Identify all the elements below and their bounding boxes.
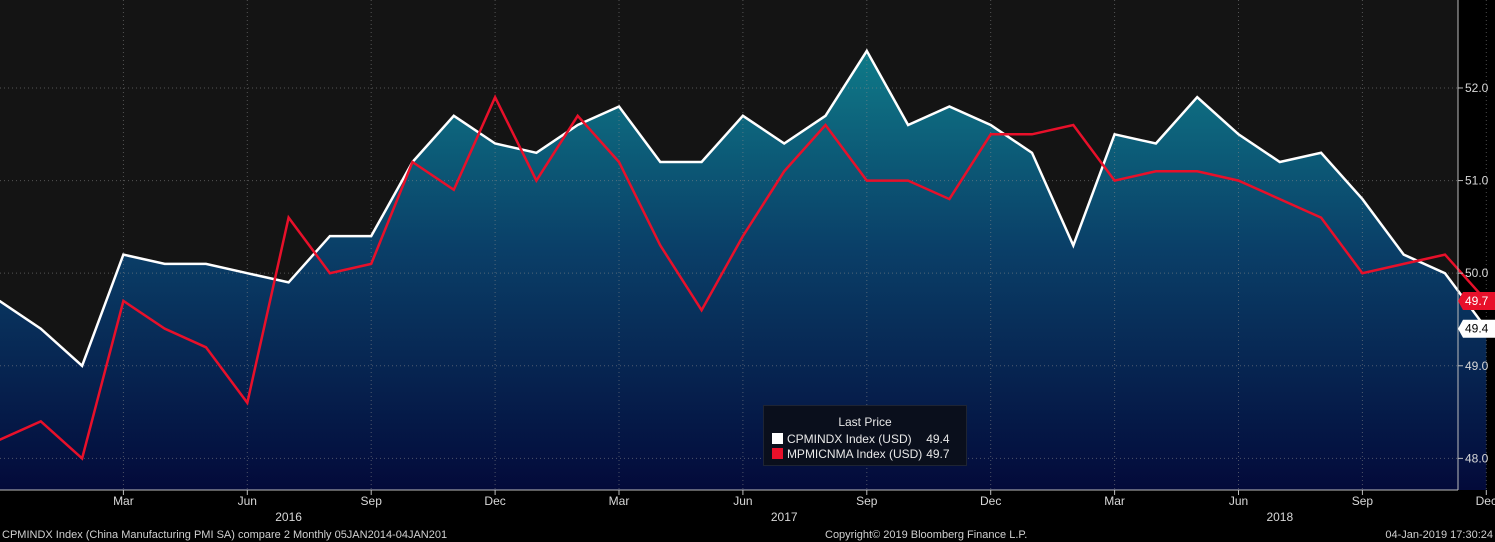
x-tick-label: Dec [484,494,505,508]
mpmicnma-line [0,94,1488,461]
x-year-label: 2017 [771,510,798,524]
x-year-label: 2016 [275,510,302,524]
legend-entry-mpmicnma: MPMICNMA Index (USD) 49.7 [764,446,966,461]
legend-entry-cpmindx: CPMINDX Index (USD) 49.4 [764,431,966,446]
x-tick-label: Sep [856,494,878,508]
grid-overlay [0,0,1487,490]
legend-swatch-red [772,448,783,459]
x-tick-label: Jun [1229,494,1248,508]
tag-shape [1458,291,1495,310]
x-tick-label: Mar [609,494,630,508]
y-tick-label: 48.0 [1465,451,1489,465]
legend-entry-value: 49.4 [926,431,950,446]
footer-security-description: CPMINDX Index (China Manufacturing PMI S… [2,529,448,541]
x-tick-label: Sep [361,494,383,508]
x-tick-label: Sep [1352,494,1374,508]
x-tick-label: Mar [1104,494,1125,508]
x-tick-label: Dec [980,494,1001,508]
y-tick-label: 50.0 [1465,266,1489,280]
y-tick-label: 52.0 [1465,81,1489,95]
x-tick-label: Mar [113,494,134,508]
last-value-tag: 49.7 [1458,291,1495,310]
legend: Last Price CPMINDX Index (USD) 49.4 MPMI… [763,405,967,466]
cpmindx-line [0,48,1488,368]
footer-timestamp: 04-Jan-2019 17:30:24 [1385,529,1493,541]
y-axis-ticks: 48.0 49.0 50.0 51.0 52.0 [1458,81,1489,465]
legend-entry-value: 49.7 [926,446,950,461]
x-tick-label: Dec [1476,494,1495,508]
x-tick-label: Jun [238,494,257,508]
tag-shape [1458,319,1495,338]
legend-entry-name: MPMICNMA Index (USD) [786,446,923,461]
x-tick-label: Jun [733,494,752,508]
x-year-label: 2018 [1266,510,1293,524]
legend-entry-name: CPMINDX Index (USD) [786,431,912,446]
footer-copyright: Copyright© 2019 Bloomberg Finance L.P. [825,529,1028,541]
y-tick-label: 51.0 [1465,174,1489,188]
legend-swatch-white [772,433,783,444]
tag-label: 49.4 [1465,322,1489,336]
y-tick-label: 49.0 [1465,359,1489,373]
last-value-tags: 49.7 49.4 [1458,291,1495,338]
x-axis-ticks: Mar Jun Sep Dec Mar Jun Sep Dec Mar Jun Sep Dec 2016… [113,490,1495,524]
tag-label: 49.7 [1465,294,1489,308]
last-value-tag: 49.4 [1458,319,1495,338]
legend-title: Last Price [838,415,892,429]
